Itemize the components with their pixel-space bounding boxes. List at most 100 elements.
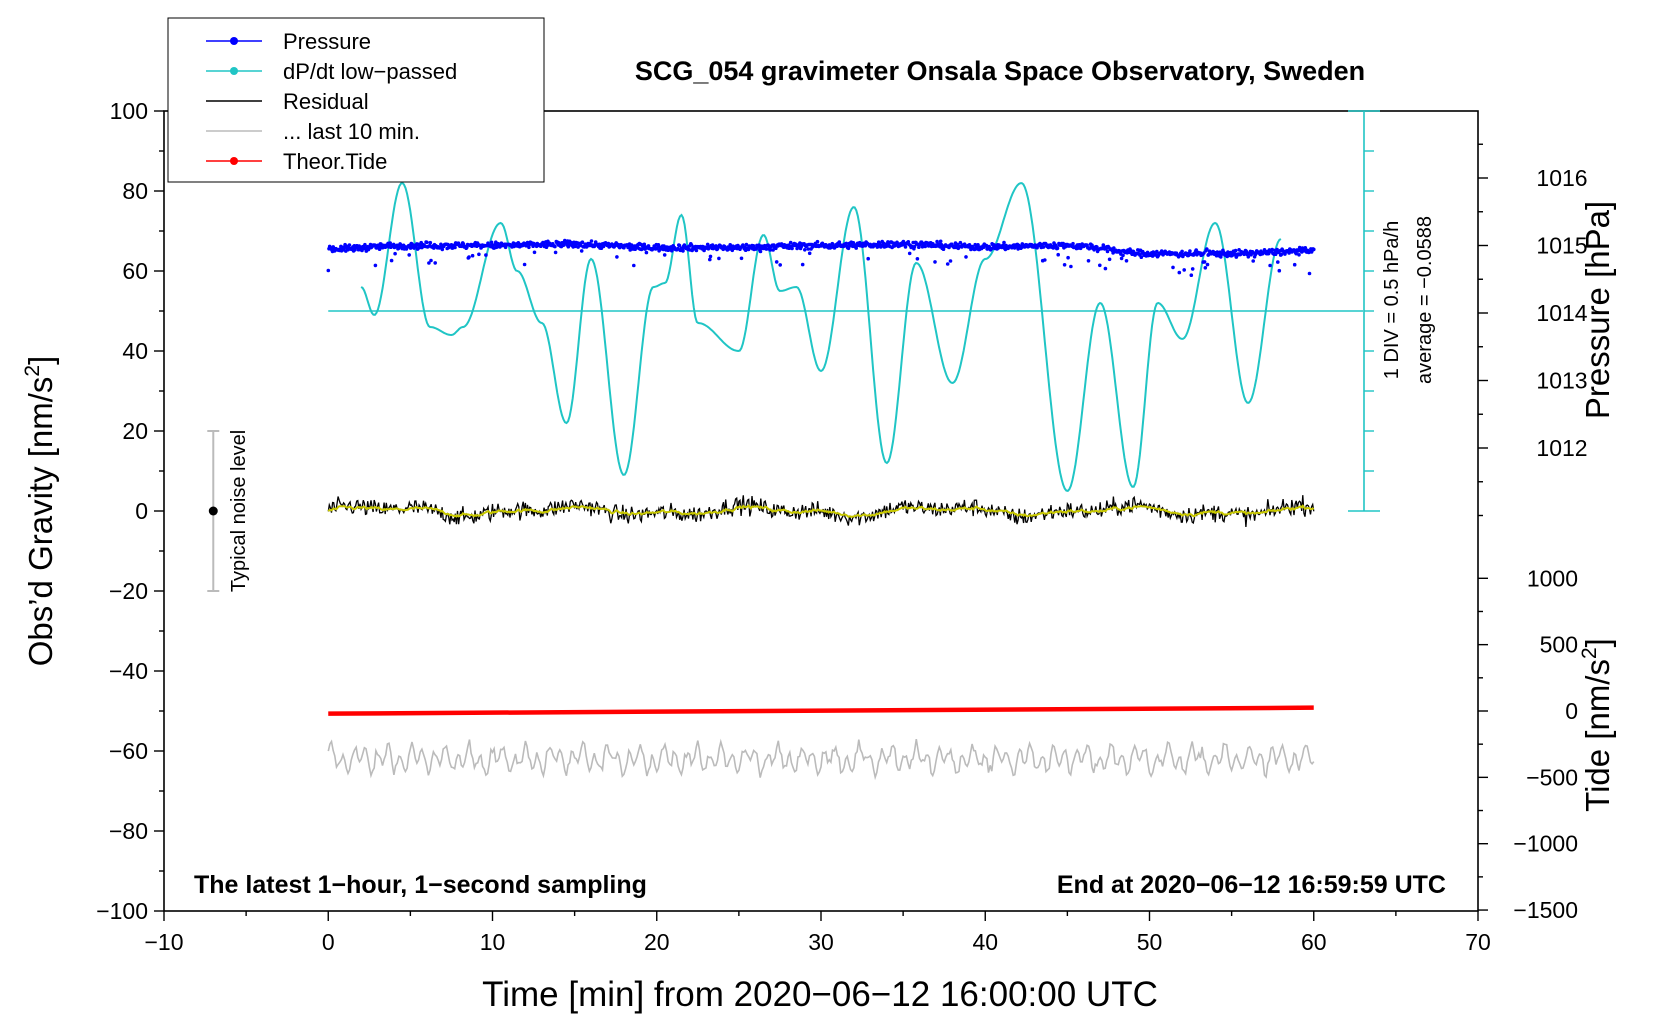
tide-tick-label: −500: [1526, 764, 1578, 790]
pressure-point: [1202, 251, 1206, 255]
pressure-point: [477, 252, 481, 257]
pressure-point: [1268, 263, 1272, 268]
pressure-point: [1055, 246, 1060, 250]
x-tick-label: −10: [144, 929, 183, 955]
pressure-point: [407, 253, 412, 257]
pressure-point: [1219, 255, 1223, 259]
legend-item: Pressure: [206, 29, 371, 54]
pressure-point: [1194, 248, 1198, 252]
y-left-tick-label: −20: [109, 578, 148, 604]
pressure-point: [1190, 267, 1195, 271]
pressure-point: [758, 249, 763, 254]
pressure-point: [800, 262, 805, 267]
pressure-point: [1112, 246, 1116, 250]
pressure-point: [677, 243, 682, 248]
theor-tide-series: [328, 705, 1314, 716]
pressure-axis: 1016 1015 1014 1013 1012: [1478, 143, 1588, 517]
pressure-point: [771, 248, 775, 252]
pressure-point: [1056, 252, 1060, 257]
pressure-point: [496, 241, 500, 246]
pressure-point: [601, 244, 606, 249]
pressure-point: [1251, 259, 1255, 263]
pressure-point: [642, 242, 647, 247]
pressure-point: [881, 241, 886, 246]
legend-item: Theor.Tide: [206, 149, 387, 174]
pressure-point: [1312, 247, 1316, 252]
pressure-point: [527, 245, 531, 250]
pressure-point: [945, 262, 950, 266]
chart-title: SCG_054 gravimeter Onsala Space Observat…: [635, 56, 1365, 86]
y-left-label-end: ]: [22, 356, 59, 365]
pressure-point: [694, 248, 699, 253]
pressure-point: [1275, 247, 1279, 252]
y-left-axis: 100 80 60 40 20 0 −20 −40 −60 −80 −100: [96, 98, 164, 924]
tide-label-end: ]: [1579, 638, 1616, 647]
pressure-point: [1069, 264, 1073, 269]
pressure-point: [844, 241, 849, 246]
pressure-point: [1124, 259, 1129, 263]
pressure-point: [1086, 259, 1091, 263]
tide-tick-label: 500: [1540, 632, 1578, 658]
legend-swatch-marker: [230, 157, 238, 165]
pressure-point: [1155, 249, 1159, 254]
pressure-point: [1277, 268, 1282, 273]
pressure-point: [803, 248, 807, 252]
pressure-point: [1171, 265, 1175, 270]
pressure-point: [389, 258, 394, 263]
pressure-point: [347, 243, 352, 247]
pressure-tick-label: 1012: [1536, 435, 1587, 461]
pressure-point: [768, 248, 773, 252]
pressure-point: [655, 246, 659, 251]
pressure-point: [1303, 246, 1308, 250]
pressure-point: [854, 246, 858, 250]
dpdt-scale-label: 1 DIV = 0.5 hPa/h: [1381, 221, 1403, 379]
pressure-point: [790, 246, 794, 251]
legend-label: ... last 10 min.: [283, 119, 420, 144]
pressure-point: [373, 263, 378, 268]
tide-tick-label: −1000: [1513, 831, 1578, 857]
x-tick-label: 60: [1301, 929, 1327, 955]
pressure-point: [440, 247, 445, 252]
dpdt-average-label: average = −0.0588: [1414, 216, 1436, 384]
pressure-point: [467, 255, 471, 259]
legend-item: dP/dt low−passed: [206, 59, 457, 84]
pressure-point: [1276, 260, 1280, 264]
x-tick-label: 70: [1465, 929, 1491, 955]
y-left-tick-label: 100: [110, 98, 148, 124]
pressure-point: [428, 240, 433, 245]
pressure-point: [757, 243, 761, 247]
pressure-point: [915, 257, 920, 261]
pressure-point: [1119, 256, 1124, 261]
pressure-point: [815, 239, 820, 244]
pressure-point: [553, 244, 557, 249]
pressure-point: [377, 247, 382, 251]
legend-item: ... last 10 min.: [206, 119, 420, 144]
pressure-point: [788, 240, 793, 245]
pressure-point: [1180, 249, 1184, 254]
pressure-point: [615, 255, 619, 259]
pressure-point: [1203, 266, 1208, 270]
y-left-label-main: Obs’d Gravity [nm/s: [22, 377, 59, 667]
x-tick-label: 0: [322, 929, 335, 955]
pressure-point: [1051, 246, 1056, 250]
pressure-point: [1205, 247, 1209, 251]
pressure-point: [1294, 251, 1298, 256]
pressure-point: [907, 251, 912, 256]
pressure-point: [938, 239, 943, 244]
pressure-axis-label: Pressure [hPa]: [1579, 201, 1616, 419]
pressure-point: [1307, 271, 1312, 276]
pressure-point: [778, 263, 782, 267]
y-left-tick-label: −40: [109, 658, 148, 684]
pressure-point: [1103, 266, 1108, 271]
pressure-point: [1292, 262, 1297, 267]
pressure-point: [807, 251, 812, 256]
pressure-point: [579, 249, 584, 253]
y-left-tick-label: −60: [109, 738, 148, 764]
pressure-point: [522, 262, 527, 267]
pressure-point: [644, 250, 649, 255]
tide-axis: 1000 500 0 −500 −1000 −1500: [1478, 565, 1578, 923]
residual-smoothed-series: [327, 504, 1315, 518]
pressure-point: [553, 250, 558, 255]
pressure-point: [632, 263, 636, 268]
